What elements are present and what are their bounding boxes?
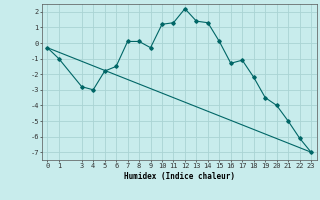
X-axis label: Humidex (Indice chaleur): Humidex (Indice chaleur) (124, 172, 235, 181)
